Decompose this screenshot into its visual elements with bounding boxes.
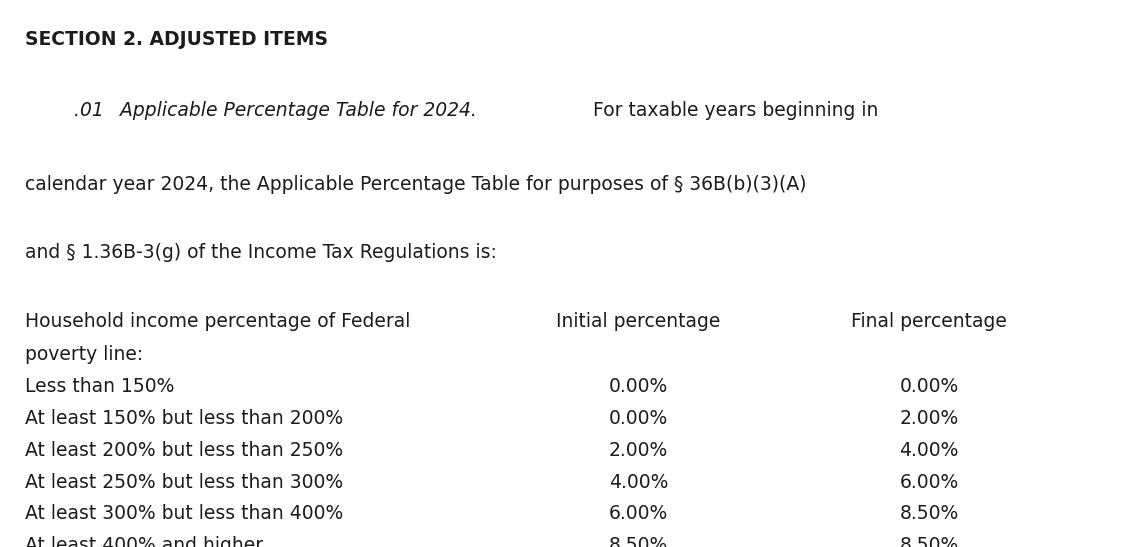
Text: SECTION 2. ADJUSTED ITEMS: SECTION 2. ADJUSTED ITEMS (25, 30, 328, 49)
Text: At least 300% but less than 400%: At least 300% but less than 400% (25, 504, 343, 523)
Text: 2.00%: 2.00% (899, 409, 959, 428)
Text: At least 400% and higher: At least 400% and higher (25, 536, 263, 547)
Text: calendar year 2024, the Applicable Percentage Table for purposes of § 36B(b)(3)(: calendar year 2024, the Applicable Perce… (25, 175, 807, 194)
Text: At least 150% but less than 200%: At least 150% but less than 200% (25, 409, 343, 428)
Text: 8.50%: 8.50% (609, 536, 668, 547)
Text: poverty line:: poverty line: (25, 345, 144, 364)
Text: At least 250% but less than 300%: At least 250% but less than 300% (25, 473, 343, 492)
Text: 0.00%: 0.00% (609, 409, 668, 428)
Text: Less than 150%: Less than 150% (25, 377, 174, 397)
Text: 4.00%: 4.00% (609, 473, 668, 492)
Text: .01: .01 (74, 101, 109, 120)
Text: 8.50%: 8.50% (899, 536, 959, 547)
Text: 8.50%: 8.50% (899, 504, 959, 523)
Text: 6.00%: 6.00% (899, 473, 959, 492)
Text: 0.00%: 0.00% (609, 377, 668, 397)
Text: For taxable years beginning in: For taxable years beginning in (580, 101, 878, 120)
Text: Final percentage: Final percentage (852, 312, 1007, 331)
Text: Household income percentage of Federal: Household income percentage of Federal (25, 312, 410, 331)
Text: 4.00%: 4.00% (899, 441, 959, 460)
Text: Applicable Percentage Table for 2024.: Applicable Percentage Table for 2024. (120, 101, 478, 120)
Text: 0.00%: 0.00% (899, 377, 959, 397)
Text: and § 1.36B-3(g) of the Income Tax Regulations is:: and § 1.36B-3(g) of the Income Tax Regul… (25, 243, 497, 263)
Text: At least 200% but less than 250%: At least 200% but less than 250% (25, 441, 343, 460)
Text: 6.00%: 6.00% (609, 504, 668, 523)
Text: Initial percentage: Initial percentage (556, 312, 720, 331)
Text: 2.00%: 2.00% (609, 441, 668, 460)
